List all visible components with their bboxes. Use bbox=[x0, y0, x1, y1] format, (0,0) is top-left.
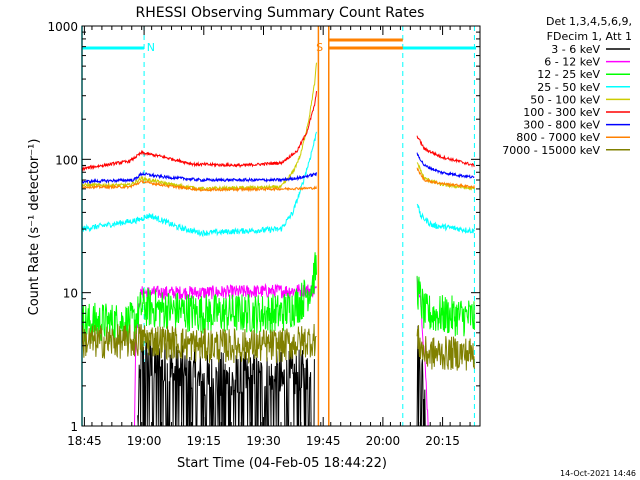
axes: 1 10 100 1000 18:45 19:00 19:15 19:30 19:45 20:00… bbox=[47, 20, 481, 448]
legend-label: 7000 - 15000 keV bbox=[502, 144, 600, 157]
series-7000-15000kev bbox=[81, 323, 475, 371]
x-tick-label: 19:15 bbox=[186, 434, 221, 448]
series-trace bbox=[416, 203, 475, 235]
legend: Det 1,3,4,5,6,9, FDecim 1, Att 1 3 - 6 k… bbox=[502, 15, 632, 157]
legend-label: 50 - 100 keV bbox=[530, 93, 600, 106]
series-trace bbox=[81, 131, 317, 238]
series-trace bbox=[81, 171, 317, 185]
series-trace bbox=[416, 162, 475, 191]
flag-label-S: S bbox=[316, 41, 323, 54]
series-trace bbox=[416, 276, 429, 427]
y-tick-label: 1 bbox=[70, 420, 78, 434]
series-trace bbox=[416, 152, 475, 179]
legend-label: 800 - 7000 keV bbox=[516, 131, 600, 144]
y-tick-label: 10 bbox=[63, 287, 78, 301]
x-tick-label: 20:00 bbox=[366, 434, 401, 448]
series-trace bbox=[416, 167, 475, 189]
flag-label-N: N bbox=[147, 41, 155, 54]
series-12-25kev bbox=[81, 252, 475, 343]
series-800-7000kev bbox=[81, 167, 475, 193]
legend-label: 3 - 6 keV bbox=[551, 43, 600, 56]
series-trace bbox=[416, 275, 475, 337]
series-trace bbox=[81, 323, 317, 365]
chart-title: RHESSI Observing Summary Count Rates bbox=[136, 5, 425, 21]
series-trace bbox=[81, 179, 317, 193]
y-axis-label: Count Rate (s⁻¹ detector⁻¹) bbox=[27, 139, 42, 316]
series-100-300kev bbox=[81, 91, 475, 172]
x-tick-label: 19:00 bbox=[127, 434, 162, 448]
x-tick-label: 18:45 bbox=[67, 434, 102, 448]
y-tick-label: 1000 bbox=[47, 20, 78, 34]
legend-label: 100 - 300 keV bbox=[523, 106, 600, 119]
x-tick-label: 19:45 bbox=[306, 434, 341, 448]
series-trace bbox=[416, 135, 475, 168]
legend-label: 25 - 50 keV bbox=[537, 81, 600, 94]
footer-timestamp: 14-Oct-2021 14:46 bbox=[560, 469, 636, 478]
legend-header-detectors: Det 1,3,4,5,6,9, bbox=[546, 15, 632, 28]
series-300-800kev bbox=[81, 152, 475, 185]
series-trace bbox=[416, 325, 427, 427]
x-axis-label: Start Time (04-Feb-05 18:44:22) bbox=[177, 456, 387, 471]
legend-label: 6 - 12 keV bbox=[544, 56, 600, 69]
legend-label: 300 - 800 keV bbox=[523, 119, 600, 132]
series-trace bbox=[81, 91, 317, 172]
series-trace bbox=[416, 325, 475, 371]
y-tick-label: 100 bbox=[55, 153, 78, 167]
legend-label: 12 - 25 keV bbox=[537, 68, 600, 81]
legend-header-decimation: FDecim 1, Att 1 bbox=[547, 30, 632, 43]
series-trace bbox=[81, 252, 317, 343]
x-tick-label: 19:30 bbox=[246, 434, 281, 448]
series-25-50kev bbox=[81, 131, 475, 238]
series-trace bbox=[134, 282, 317, 427]
x-tick-label: 20:15 bbox=[425, 434, 460, 448]
series-6-12kev bbox=[134, 276, 429, 427]
